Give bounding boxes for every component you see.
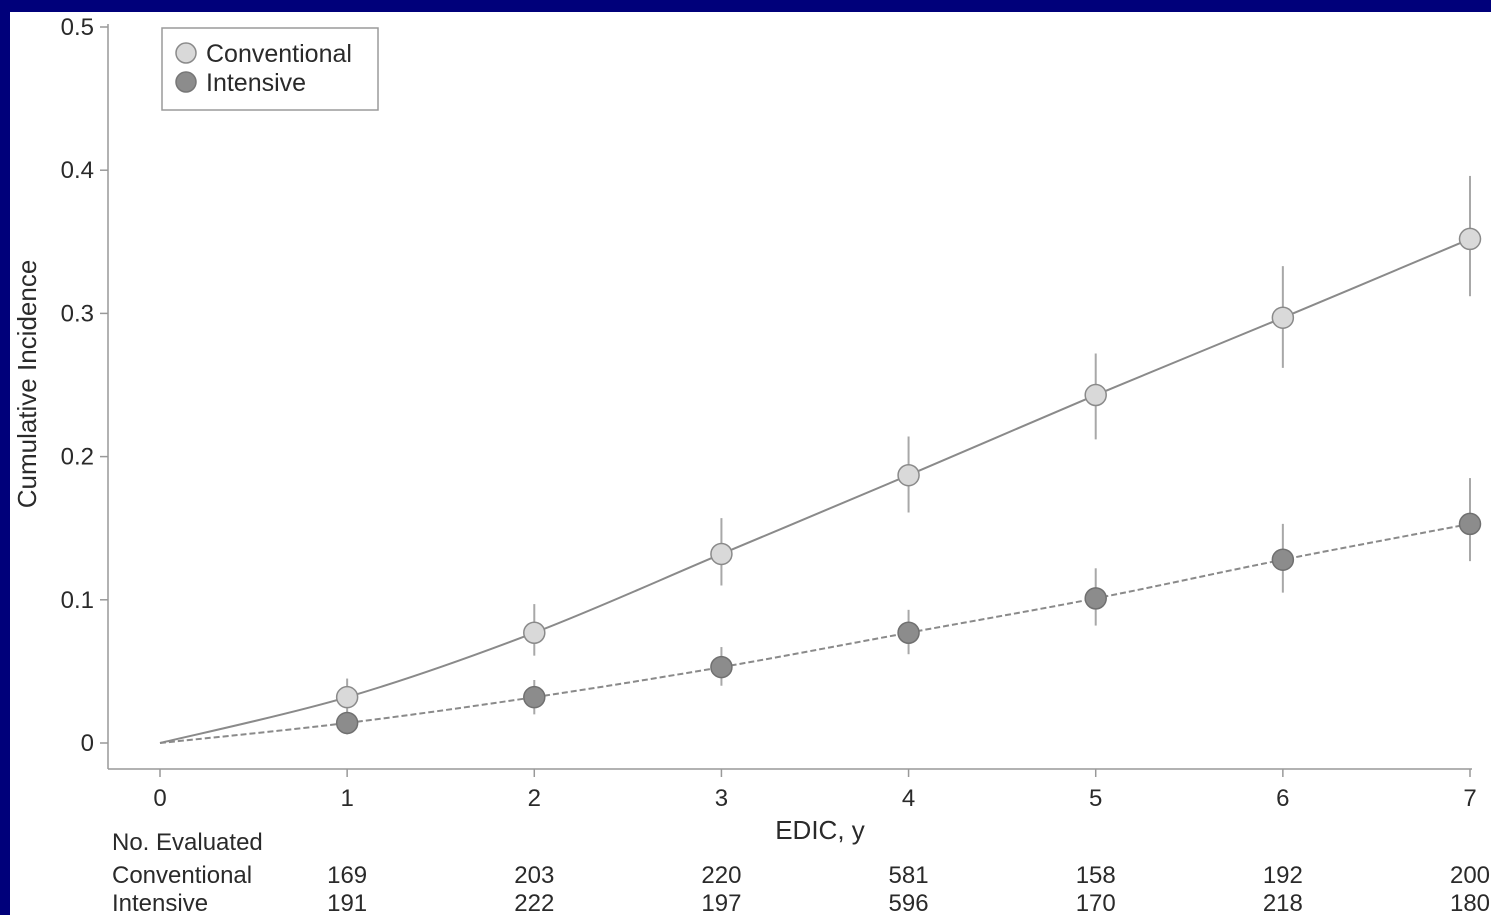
data-point-conventional <box>523 621 546 644</box>
legend: Conventional Intensive <box>161 27 379 111</box>
cumulative-incidence-chart: 0 0.1 0.2 0.3 0.4 0.5 0 1 2 3 4 5 6 7 Conventional In… <box>12 14 1490 915</box>
evaluated-table-header: No. Evaluated <box>112 829 263 856</box>
y-tick-label: 0.4 <box>61 157 94 184</box>
x-tick-label: 4 <box>902 785 915 812</box>
y-tick-label: 0.2 <box>61 444 94 471</box>
series-lines <box>159 238 1471 744</box>
data-point-conventional <box>1271 306 1295 329</box>
y-tick-label: 0.3 <box>61 300 94 327</box>
data-point-intensive <box>523 685 546 709</box>
evaluated-count-conventional: 581 <box>889 862 929 889</box>
data-point-conventional <box>710 542 733 566</box>
data-point-conventional <box>1084 383 1107 407</box>
data-point-conventional <box>897 463 920 487</box>
series-line-intensive <box>159 522 1471 744</box>
y-tick-label: 0.1 <box>61 587 94 614</box>
data-point-intensive <box>897 621 920 644</box>
y-tick-label: 0.5 <box>61 14 94 41</box>
evaluated-count-conventional: 200 <box>1450 862 1490 889</box>
evaluated-count-conventional: 192 <box>1263 862 1303 889</box>
evaluated-table-values: 169 203 220 581 158 192 200 191 222 197 596 170 218 1… <box>327 862 1490 915</box>
x-tick-label: 5 <box>1089 785 1102 812</box>
data-point-intensive <box>335 711 359 735</box>
evaluated-count-conventional: 203 <box>514 862 554 889</box>
evaluated-count-conventional: 220 <box>701 862 741 889</box>
data-point-intensive <box>710 655 733 679</box>
evaluated-count-intensive: 191 <box>327 890 367 915</box>
evaluated-count-conventional: 158 <box>1076 862 1116 889</box>
x-axis-title: EDIC, y <box>775 815 865 845</box>
data-point-intensive <box>1458 512 1482 536</box>
x-tick-label: 7 <box>1463 785 1476 812</box>
evaluated-count-intensive: 170 <box>1076 890 1116 915</box>
evaluated-count-intensive: 222 <box>514 890 554 915</box>
legend-label-conventional: Conventional <box>206 40 352 68</box>
evaluated-count-intensive: 596 <box>889 890 929 915</box>
evaluated-row-label-conventional: Conventional <box>112 862 252 889</box>
chart-frame: 0 0.1 0.2 0.3 0.4 0.5 0 1 2 3 4 5 6 7 Conventional In… <box>10 12 1491 915</box>
evaluated-count-intensive: 218 <box>1263 890 1303 915</box>
data-point-conventional <box>1458 227 1482 251</box>
evaluated-table: No. Evaluated Conventional Intensive 169… <box>112 829 1490 915</box>
error-bars <box>346 175 1471 735</box>
data-point-intensive <box>1084 587 1107 610</box>
legend-marker-intensive <box>175 71 197 93</box>
evaluated-count-intensive: 197 <box>701 890 741 915</box>
data-point-conventional <box>335 685 359 709</box>
x-tick-label: 1 <box>340 785 353 812</box>
series-markers <box>335 227 1482 735</box>
axes: 0 0.1 0.2 0.3 0.4 0.5 0 1 2 3 4 5 6 7 <box>61 14 1477 812</box>
data-point-intensive <box>1271 548 1295 571</box>
legend-box <box>161 27 379 111</box>
evaluated-row-label-intensive: Intensive <box>112 890 208 915</box>
y-axis-title: Cumulative Incidence <box>12 260 42 509</box>
legend-label-intensive: Intensive <box>206 69 306 97</box>
legend-marker-conventional <box>175 42 197 64</box>
x-tick-label: 2 <box>528 785 541 812</box>
x-tick-label: 3 <box>715 785 728 812</box>
series-line-conventional <box>159 238 1471 744</box>
evaluated-count-conventional: 169 <box>327 862 367 889</box>
evaluated-count-intensive: 180 <box>1450 890 1490 915</box>
y-tick-label: 0 <box>81 730 94 757</box>
x-tick-label: 0 <box>153 785 166 812</box>
x-tick-label: 6 <box>1276 785 1289 812</box>
